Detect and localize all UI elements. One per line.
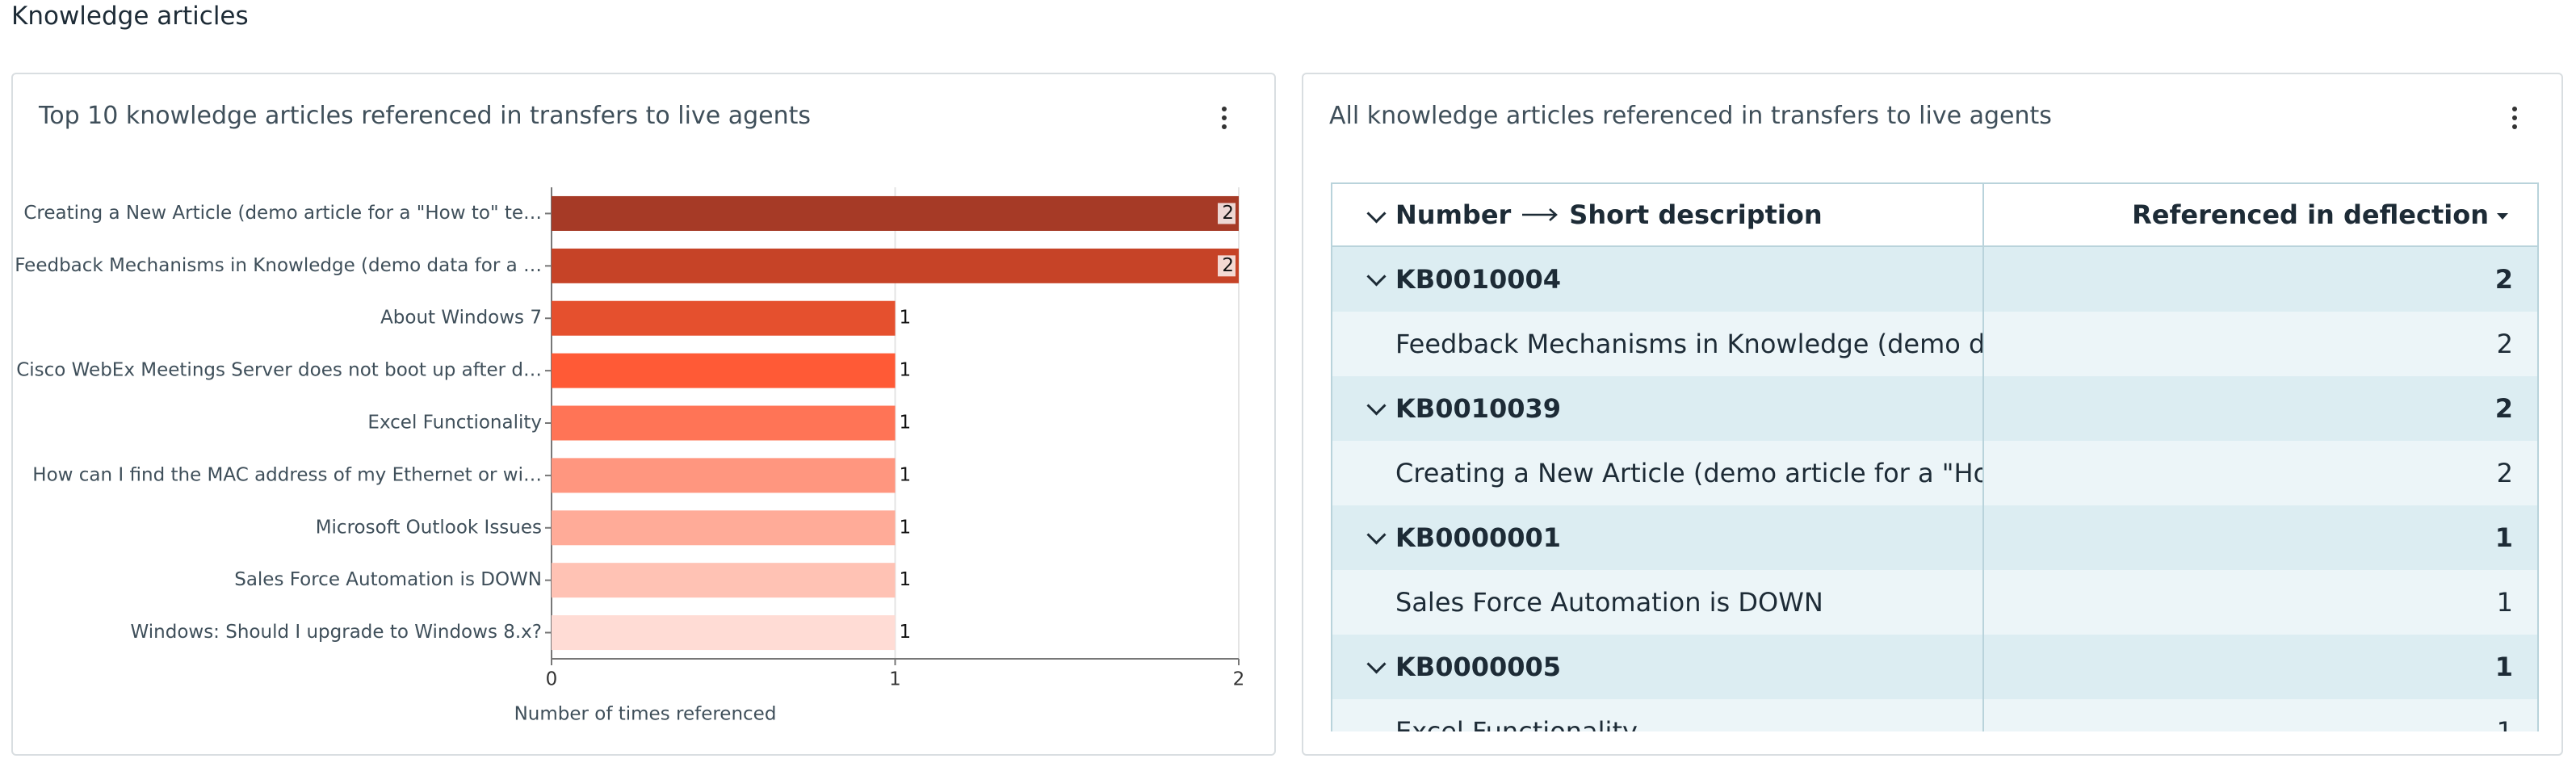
menu-button[interactable] [2512,107,2517,133]
y-tick-label: About Windows 7 [380,308,542,329]
article-number: KB0000001 [1395,522,1562,553]
table-header: Number Short description Referenced in de… [1332,184,2537,247]
article-row[interactable]: Creating a New Article (demo article for… [1332,441,2537,505]
x-tick-label: 0 [546,669,558,690]
cell: KB0010039 [1332,376,1984,441]
bar [552,458,896,493]
y-tick-label: Microsoft Outlook Issues [316,517,542,538]
collapse-icon[interactable] [1366,525,1387,545]
group-row[interactable]: KB0010039 2 [1332,376,2537,441]
chart-card: Top 10 knowledge articles referenced in … [11,73,1276,756]
article-description: Sales Force Automation is DOWN [1332,570,1984,635]
y-tick-label: How can I find the MAC address of my Eth… [32,464,542,485]
column-header[interactable]: Referenced in deflection [2132,199,2489,230]
column-header[interactable]: Short description [1569,199,1823,230]
group-total: 2 [2494,393,2513,424]
x-tick-label: 1 [889,669,901,690]
bar [552,615,896,651]
label-bg [1218,203,1236,224]
bar [552,353,896,388]
collapse-icon[interactable] [1366,203,1387,224]
article-description: Feedback Mechanisms in Knowledge (demo d… [1332,312,1984,376]
group-row[interactable]: KB0000005 1 [1332,635,2537,699]
sort-icon[interactable] [2489,207,2513,224]
card-title: Top 10 knowledge articles referenced in … [39,102,812,130]
value-label: 1 [900,413,912,434]
value-label: 1 [900,308,912,329]
article-row[interactable]: Sales Force Automation is DOWN 1 [1332,570,2537,635]
cell: KB0000005 [1332,635,1984,699]
article-row[interactable]: Feedback Mechanisms in Knowledge (demo d… [1332,312,2537,376]
group-row[interactable]: KB0000001 1 [1332,505,2537,570]
arrow-icon [1522,208,1559,221]
table: Number Short description Referenced in de… [1331,182,2539,731]
y-tick-label: Excel Functionality [367,413,542,434]
value-label: 1 [900,517,912,538]
bar [552,248,1239,283]
value-label: 1 [900,360,912,381]
bar [552,195,1239,231]
y-tick-label: Sales Force Automation is DOWN [234,569,542,590]
group-total: 1 [2494,522,2513,553]
table-card: All knowledge articles referenced in tra… [1302,73,2563,756]
y-tick-label: Feedback Mechanisms in Knowledge (demo d… [15,255,542,276]
article-description: Excel Functionality [1332,699,1984,731]
collapse-icon[interactable] [1366,654,1387,674]
collapse-icon[interactable] [1366,266,1387,287]
y-tick-label: Cisco WebEx Meetings Server does not boo… [16,360,542,381]
value-label: 1 [900,569,912,590]
chart: 0 1 2 Number of times referenced Creating a … [15,187,1245,725]
card-title: All knowledge articles referenced in tra… [1329,102,2052,130]
group-total: 2 [2494,264,2513,295]
article-value: 1 [2496,716,2513,731]
article-row[interactable]: Excel Functionality 1 [1332,699,2537,731]
cell: KB0000001 [1332,505,1984,570]
article-description: Creating a New Article (demo article for… [1332,441,1984,505]
column-header[interactable]: Number [1395,199,1512,230]
value-label: 1 [900,622,912,643]
article-value: 1 [2496,587,2513,618]
article-number: KB0010004 [1395,264,1562,295]
page-title: Knowledge articles [11,2,249,31]
bar [552,300,896,336]
x-tick-label: 2 [1233,669,1245,690]
article-value: 2 [2496,458,2513,488]
menu-button[interactable] [1222,107,1227,133]
group-total: 1 [2494,652,2513,682]
value-label: 2 [1222,255,1234,276]
value-label: 1 [900,464,912,485]
group-row[interactable]: KB0010004 2 [1332,247,2537,312]
y-tick-label: Creating a New Article (demo article for… [23,203,542,224]
bar [552,563,896,598]
collapse-icon[interactable] [1366,396,1387,416]
article-number: KB0000005 [1395,652,1562,682]
bar [552,405,896,441]
x-axis-label: Number of times referenced [514,704,777,725]
label-bg [1218,255,1236,277]
cell: KB0010004 [1332,247,1984,312]
value-label: 2 [1222,203,1234,224]
article-number: KB0010039 [1395,393,1562,424]
y-tick-label: Windows: Should I upgrade to Windows 8.x… [131,622,542,643]
article-value: 2 [2496,329,2513,359]
bar [552,510,896,546]
